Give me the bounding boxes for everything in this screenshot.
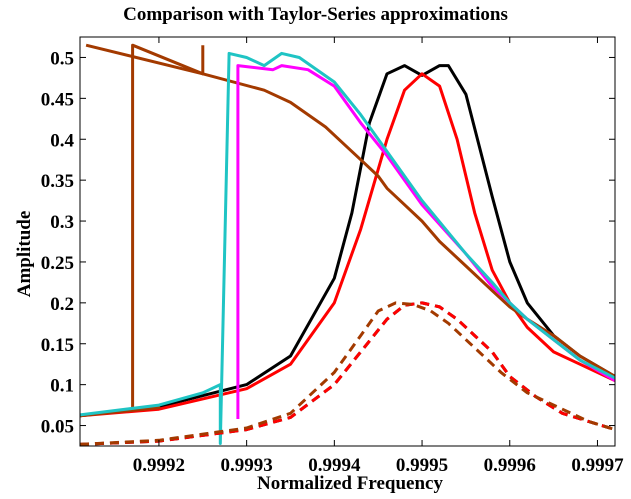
y-tick-label: 0.4 [50, 130, 74, 151]
y-tick-label: 0.2 [50, 294, 74, 315]
chart-title: Comparison with Taylor-Series approximat… [123, 4, 508, 25]
y-tick-label: 0.3 [50, 212, 74, 233]
y-tick-label: 0.25 [41, 253, 74, 274]
y-tick-label: 0.45 [41, 89, 74, 110]
y-axis: 0.05 0.1 0.15 0.2 0.25 0.3 0.35 0.4 0.45 0.5 [41, 48, 615, 438]
x-tick-label: 0.9994 [308, 455, 361, 476]
x-tick-label: 0.9993 [221, 455, 273, 476]
y-tick-label: 0.05 [41, 417, 74, 438]
x-tick-label: 0.9996 [484, 455, 536, 476]
plot-area [80, 43, 615, 446]
x-axis-label: Normalized Frequency [257, 473, 443, 494]
x-tick-label: 0.9995 [396, 455, 448, 476]
y-tick-label: 0.1 [50, 376, 74, 397]
x-axis: 0.9992 0.9993 0.9994 0.9995 0.9996 0.9997 [133, 37, 624, 476]
x-tick-label: 0.9992 [133, 455, 185, 476]
series-line-4 [236, 64, 615, 419]
series-line-5 [80, 51, 615, 445]
series-line-2 [80, 72, 615, 418]
series-line-1 [80, 64, 615, 418]
x-tick-label: 0.9997 [571, 455, 624, 476]
y-tick-label: 0.5 [50, 48, 74, 69]
y-tick-label: 0.15 [41, 335, 74, 356]
y-axis-label: Amplitude [14, 211, 35, 298]
series-line-8 [80, 301, 615, 446]
axes-box [79, 36, 616, 447]
series-line-3-lead [80, 43, 205, 418]
y-tick-label: 0.35 [41, 171, 74, 192]
axes-frame [79, 36, 616, 447]
